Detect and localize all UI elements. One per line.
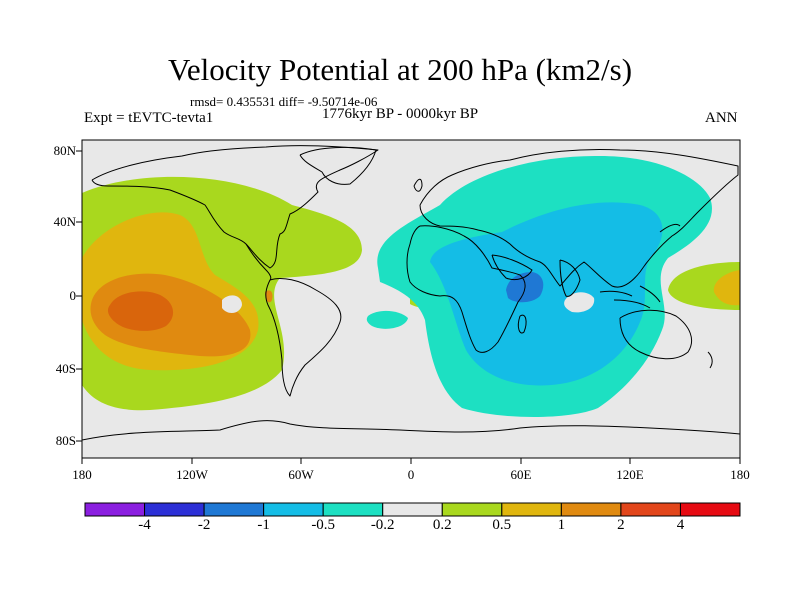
colorbar-swatch — [84, 502, 146, 517]
contour-pos-0.5-east — [713, 270, 740, 306]
colorbar-label: -0.2 — [370, 517, 395, 533]
coast-maritime — [599, 285, 661, 309]
contour-neg-0.5 — [430, 202, 663, 386]
coast-japan — [659, 223, 681, 233]
coast-new-zealand — [707, 351, 713, 369]
coast-india — [559, 259, 581, 297]
lon-label-60w: 60W — [288, 467, 314, 482]
lat-label-80s: 80S — [55, 433, 76, 448]
map-field — [82, 140, 740, 458]
coast-north-america — [91, 145, 379, 269]
colorbar-label: -4 — [138, 517, 151, 533]
experiment-label: Expt = tEVTC-tevta1 — [84, 110, 214, 126]
coast-antarctica — [82, 420, 740, 441]
colorbar-swatch — [560, 502, 622, 517]
colorbar-swatch — [203, 502, 265, 517]
lon-label-120w: 120W — [176, 467, 208, 482]
colorbar-swatch — [441, 502, 503, 517]
season-label: ANN — [705, 110, 738, 126]
plot-title: Velocity Potential at 200 hPa (km2/s) — [167, 52, 633, 87]
lon-label-180w: 180 — [72, 467, 92, 482]
coast-australia — [619, 309, 692, 360]
contour-pos-1-sa — [265, 290, 273, 303]
period-subtitle: 1776kyr BP - 0000kyr BP — [322, 106, 479, 122]
lat-label-40n: 40N — [53, 214, 76, 229]
colorbar-swatch — [263, 502, 324, 517]
colorbar-label: 0.5 — [492, 517, 512, 533]
coast-britain — [413, 178, 423, 192]
lat-label-80n: 80N — [53, 143, 76, 158]
coast-greenland — [299, 146, 377, 185]
coast-eurasia — [419, 148, 739, 288]
colorbar-swatch — [144, 502, 205, 517]
colorbar-label: -1 — [257, 517, 270, 533]
lat-label-0: 0 — [69, 288, 77, 303]
colorbar — [84, 502, 741, 517]
lon-label-120e: 120E — [616, 467, 644, 482]
contour-hole-ep — [222, 295, 242, 314]
contour-hole-io — [564, 292, 595, 313]
coast-central-america — [245, 243, 272, 281]
axis-ticks — [76, 150, 741, 464]
colorbar-swatch — [501, 502, 562, 517]
coast-africa — [406, 225, 526, 353]
colorbar-swatch — [322, 502, 384, 517]
colorbar-label: 0.2 — [432, 517, 452, 533]
coastlines — [82, 145, 740, 441]
lon-label-180e: 180 — [730, 467, 750, 482]
colorbar-label: 4 — [676, 517, 685, 533]
colorbar-swatch — [382, 502, 443, 517]
coast-south-america — [265, 277, 342, 397]
colorbar-label: -2 — [197, 517, 211, 533]
lon-label-0: 0 — [407, 467, 415, 482]
colorbar-label: -0.5 — [311, 517, 336, 533]
colorbar-label: 1 — [557, 517, 566, 533]
colorbar-swatch — [620, 502, 681, 517]
lon-label-60e: 60E — [510, 467, 532, 482]
contour-neg-0.2-atl — [366, 310, 408, 329]
coast-arabia — [491, 254, 533, 281]
stats-text: rmsd= 0.435531 diff= -9.50714e-06 — [190, 94, 378, 109]
colorbar-swatch — [679, 502, 741, 517]
lat-label-40s: 40S — [55, 361, 76, 376]
colorbar-label: 2 — [617, 517, 625, 533]
coast-madagascar — [517, 314, 527, 334]
contour-pos-2 — [107, 291, 174, 331]
